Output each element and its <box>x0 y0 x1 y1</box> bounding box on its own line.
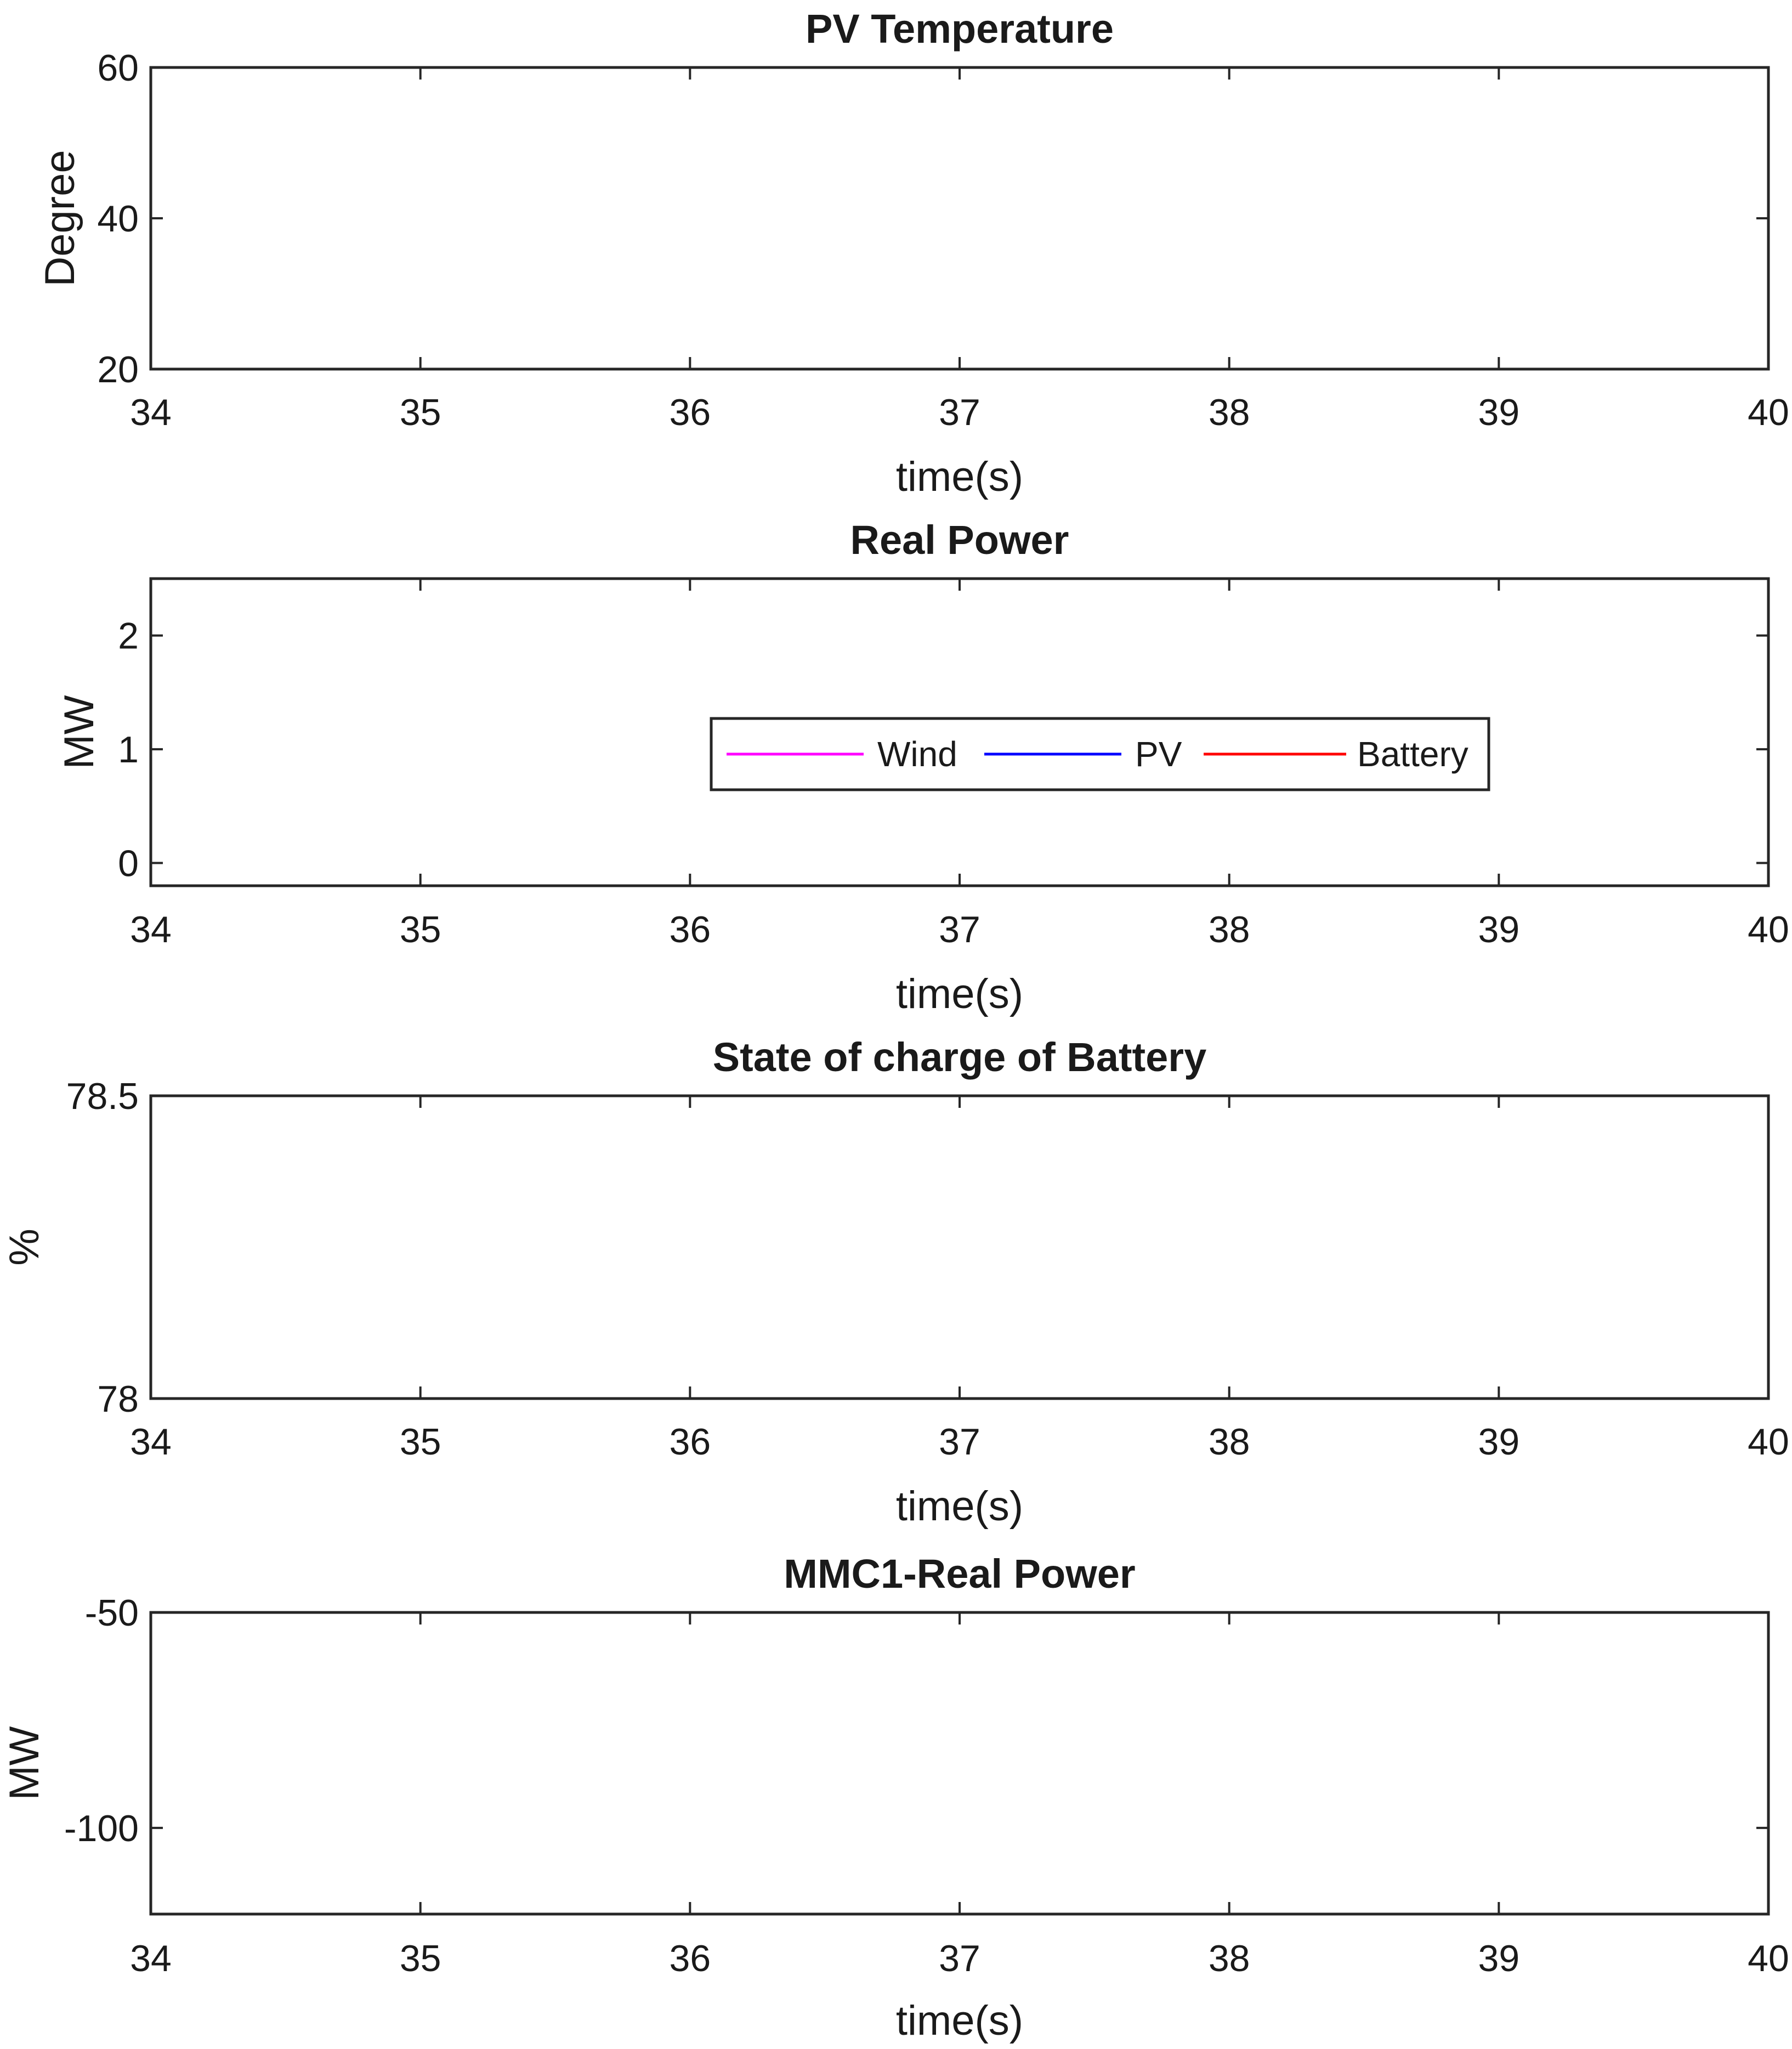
x-tick-label: 37 <box>939 909 980 950</box>
x-tick-label: 39 <box>1478 1938 1520 1979</box>
y-tick-label: 1 <box>118 729 139 771</box>
y-tick-label: 20 <box>97 349 139 390</box>
x-tick-label: 39 <box>1478 392 1520 433</box>
x-tick-label: 35 <box>400 392 441 433</box>
x-axis-label: time(s) <box>896 1997 1023 2044</box>
x-tick-label: 39 <box>1478 1421 1520 1463</box>
x-tick-label: 35 <box>400 1421 441 1463</box>
chart-panel-1: 34 35 36 37 38 39 40 20 40 60 PV Temperature time(s… <box>37 6 1789 500</box>
chart-title: Real Power <box>850 517 1069 563</box>
y-axis-label: MW <box>56 695 103 769</box>
y-tick-label: -50 <box>85 1592 139 1634</box>
x-tick-label: 38 <box>1209 909 1250 950</box>
x-tick-label: 35 <box>400 909 441 950</box>
chart-panel-4: 34 35 36 37 38 39 40 -50 -100 MMC1-Real Power time… <box>1 1551 1789 2044</box>
legend: Wind PV Battery <box>710 717 1490 791</box>
x-axis-label: time(s) <box>896 454 1023 500</box>
x-tick-label: 39 <box>1478 909 1520 950</box>
x-tick-label: 38 <box>1209 392 1250 433</box>
x-tick-label: 36 <box>670 909 711 950</box>
axes-box <box>149 1094 1770 1400</box>
x-tick-label: 36 <box>670 1421 711 1463</box>
x-tick-label: 40 <box>1748 1938 1789 1979</box>
x-tick-label: 38 <box>1209 1938 1250 1979</box>
x-tick-label: 34 <box>130 909 172 950</box>
y-axis-label: % <box>1 1229 48 1266</box>
chart-title: State of charge of Battery <box>713 1034 1207 1080</box>
x-tick-label: 36 <box>670 392 711 433</box>
x-tick-label: 37 <box>939 392 980 433</box>
x-tick-label: 40 <box>1748 1421 1789 1463</box>
chart-title: PV Temperature <box>806 6 1114 52</box>
y-tick-label: -100 <box>64 1808 139 1849</box>
x-tick-label: 36 <box>670 1938 711 1979</box>
x-tick-label: 37 <box>939 1421 980 1463</box>
chart-title: MMC1-Real Power <box>784 1551 1135 1597</box>
y-tick-label: 0 <box>118 843 139 885</box>
x-tick-label: 35 <box>400 1938 441 1979</box>
y-axis-label: Degree <box>37 150 83 286</box>
y-tick-label: 78 <box>97 1378 139 1420</box>
y-tick-label: 60 <box>97 47 139 89</box>
x-axis-label: time(s) <box>896 1483 1023 1530</box>
x-tick-label: 40 <box>1748 909 1789 950</box>
x-tick-label: 34 <box>130 1938 172 1979</box>
x-tick-label: 38 <box>1209 1421 1250 1463</box>
legend-label-wind: Wind <box>877 734 957 774</box>
chart-panel-3: 34 35 36 37 38 39 40 78 78.5 State of charge of B… <box>1 1034 1789 1530</box>
x-tick-label: 40 <box>1748 392 1789 433</box>
y-tick-label: 2 <box>118 615 139 657</box>
chart-panel-2: 34 35 36 37 38 39 40 0 1 2 Real Power time(s) MW Wind… <box>56 517 1789 1017</box>
legend-label-pv: PV <box>1135 734 1182 774</box>
axes-box <box>149 1611 1770 1916</box>
axes-box <box>149 66 1770 371</box>
x-tick-label: 37 <box>939 1938 980 1979</box>
x-tick-label: 34 <box>130 392 172 433</box>
x-tick-label: 34 <box>130 1421 172 1463</box>
y-tick-label: 40 <box>97 198 139 240</box>
x-axis-label: time(s) <box>896 971 1023 1017</box>
y-axis-label: MW <box>1 1726 48 1800</box>
y-tick-label: 78.5 <box>66 1076 139 1117</box>
legend-label-battery: Battery <box>1357 734 1468 774</box>
